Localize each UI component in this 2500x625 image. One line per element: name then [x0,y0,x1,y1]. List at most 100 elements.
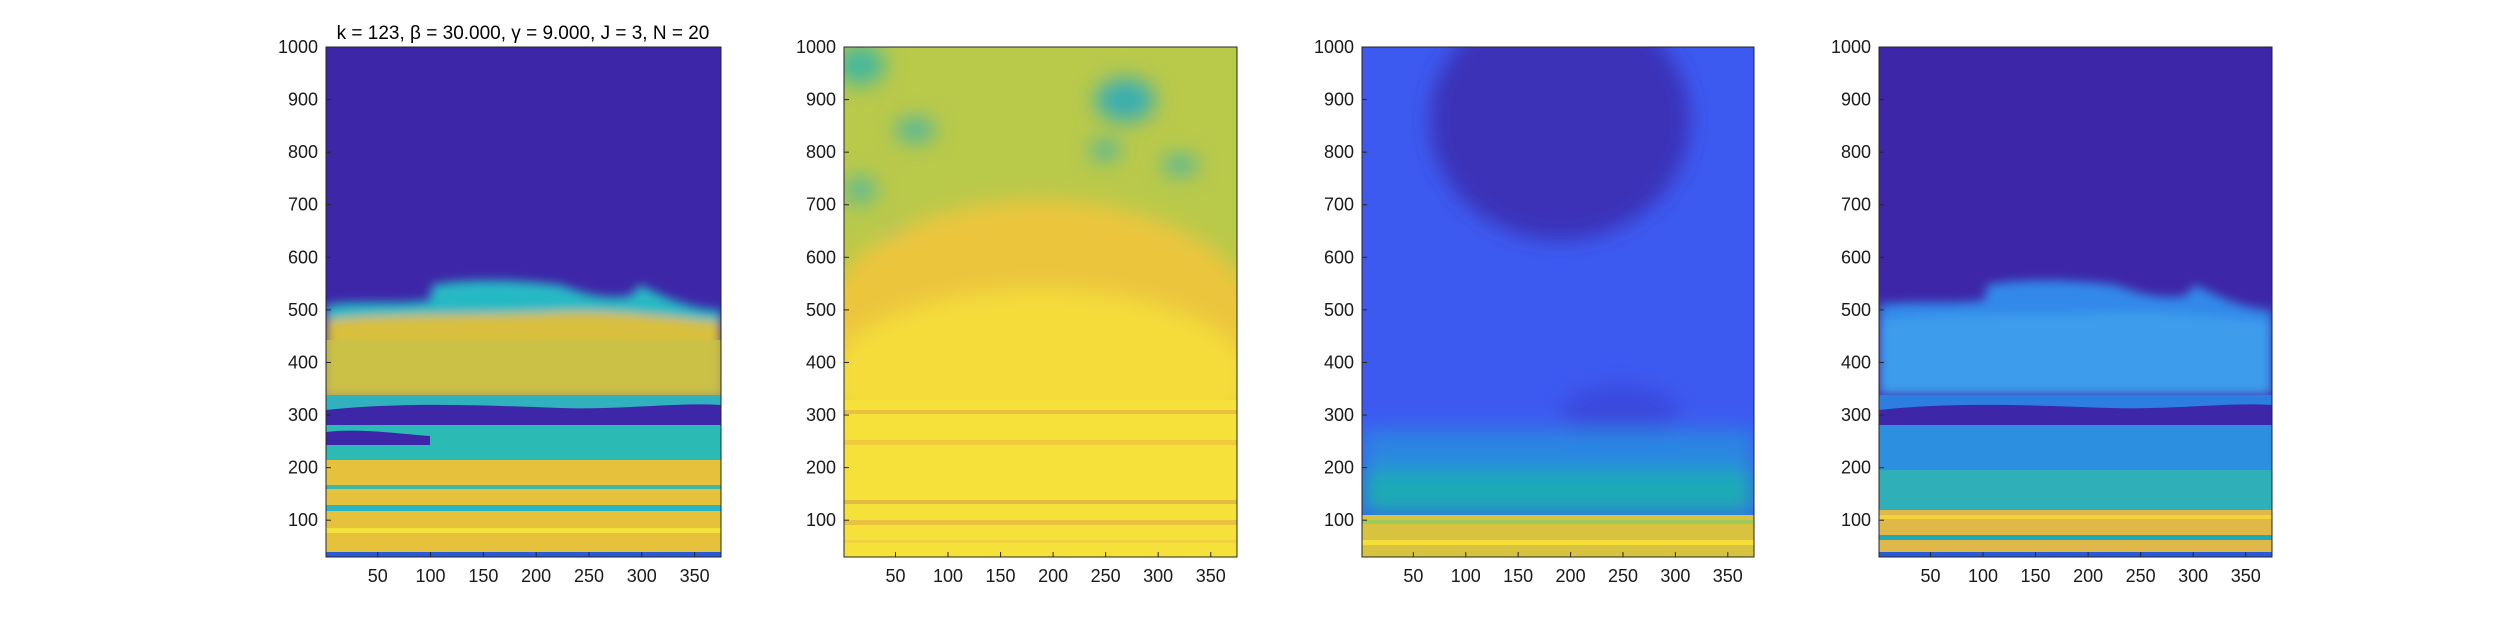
y-tick-label: 800 [288,142,318,162]
y-tick-label: 400 [806,352,836,372]
heatmap-4-band-low-a [1879,425,2272,470]
y-tick-label: 1000 [278,37,318,57]
x-tick-label: 350 [680,566,710,586]
x-tick-label: 350 [2231,566,2261,586]
heatmap-4-band-low-b [1879,470,2272,510]
heatmap-1-stripe-1 [326,485,721,489]
heatmap-3-frame [1361,46,1755,558]
heatmap-panel-4: 100 200 300 400 500 600 700 800 900 1000 50 100 150… [1831,37,2273,586]
y-tick-label: 500 [1841,300,1871,320]
heatmap-1-stripe-3 [326,528,721,533]
x-tick-label: 50 [1920,566,1940,586]
heatmap-3-dark-top [1430,47,1690,240]
heatmap-2-x-axis: 50 100 150 200 250 300 350 [885,552,1226,586]
heatmap-4-stripe-1 [1879,515,2272,519]
heatmap-2-lower-band [844,400,1237,557]
y-tick-label: 900 [806,90,836,110]
y-tick-label: 1000 [1314,37,1354,57]
x-tick-label: 250 [2126,566,2156,586]
heatmap-4-bottom-edge [1879,552,2272,557]
x-tick-label: 50 [368,566,388,586]
heatmap-4-x-axis: 50 100 150 200 250 300 350 [1920,552,2261,586]
heatmap-2-blob-5 [844,176,876,204]
y-tick-label: 500 [288,300,318,320]
x-tick-label: 100 [416,566,446,586]
y-tick-label: 500 [806,300,836,320]
heatmap-1-gap-b [326,404,721,425]
y-tick-label: 900 [288,90,318,110]
x-tick-label: 100 [1968,566,1998,586]
y-tick-label: 100 [806,510,836,530]
heatmap-3-image [1362,47,1754,557]
x-tick-label: 300 [1660,566,1690,586]
x-tick-label: 300 [2178,566,2208,586]
y-tick-label: 1000 [1831,37,1871,57]
heatmap-4-stripe-2 [1879,535,2272,540]
heatmap-2-blob-top-left [844,47,885,85]
y-tick-label: 700 [1841,195,1871,215]
heatmap-4-image [1879,47,2272,557]
x-tick-label: 100 [933,566,963,586]
y-tick-label: 200 [806,458,836,478]
x-tick-label: 50 [1403,566,1423,586]
heatmap-2-y-axis: 100 200 300 400 500 600 700 800 900 1000 [796,37,849,530]
heatmap-1-gap-c [326,430,430,445]
heatmap-2-stripe-3 [844,500,1237,504]
y-tick-label: 400 [1324,352,1354,372]
heatmap-4-gap-b [1879,404,2272,425]
x-tick-label: 100 [1451,566,1481,586]
y-tick-label: 600 [288,247,318,267]
y-tick-label: 800 [1841,142,1871,162]
x-tick-label: 300 [1143,566,1173,586]
y-tick-label: 600 [806,247,836,267]
heatmap-1-bottom-edge [326,552,721,557]
y-tick-label: 600 [1324,247,1354,267]
x-tick-label: 150 [986,566,1016,586]
y-tick-label: 200 [288,458,318,478]
heatmap-2-blob-3 [1090,140,1120,160]
y-tick-label: 1000 [796,37,836,57]
heatmap-2-stripe-5 [844,540,1237,543]
y-tick-label: 200 [1324,458,1354,478]
y-tick-label: 300 [1841,405,1871,425]
x-tick-label: 300 [627,566,657,586]
heatmap-1-y-axis: 100 200 300 400 500 600 700 800 900 1000 [278,37,331,530]
heatmap-panel-2: 100 200 300 400 500 600 700 800 900 1000 50 100 150… [796,37,1238,586]
heatmap-2-stripe-2 [844,440,1237,445]
heatmap-1-image [326,47,721,557]
heatmap-panel-1: 100 200 300 400 500 600 700 800 900 1000 50 100 150… [278,23,722,586]
heatmap-1-band-mid [326,340,721,395]
x-tick-label: 250 [1608,566,1638,586]
heatmap-2-image [844,47,1237,557]
heatmap-3-stripe-1 [1362,520,1754,524]
y-tick-label: 900 [1324,90,1354,110]
y-tick-label: 100 [288,510,318,530]
y-tick-label: 600 [1841,247,1871,267]
heatmap-2-blob-2 [1095,78,1155,122]
heatmap-3-y-axis: 100 200 300 400 500 600 700 800 900 1000 [1314,37,1367,530]
heatmap-panel-3: 100 200 300 400 500 600 700 800 900 1000 50 100 150… [1314,37,1755,586]
heatmap-1-x-axis: 50 100 150 200 250 300 350 [368,552,710,586]
y-tick-label: 300 [806,405,836,425]
y-tick-label: 200 [1841,458,1871,478]
x-tick-label: 200 [1038,566,1068,586]
heatmap-3-dark-mid [1560,385,1680,435]
heatmap-2-frame [843,46,1238,558]
heatmap-1-frame [325,46,722,558]
heatmap-3-x-axis: 50 100 150 200 250 300 350 [1403,552,1743,586]
heatmap-1-stripe-2 [326,505,721,511]
y-tick-label: 500 [1324,300,1354,320]
heatmap-2-stripe-4 [844,520,1237,525]
x-tick-label: 350 [1196,566,1226,586]
y-tick-label: 800 [806,142,836,162]
y-tick-label: 900 [1841,90,1871,110]
y-tick-label: 300 [288,405,318,425]
heatmap-4-y-axis: 100 200 300 400 500 600 700 800 900 1000 [1831,37,1884,530]
heatmap-3-stripe-2 [1362,540,1754,545]
heatmap-4-cloud-band [1879,311,2272,395]
x-tick-label: 150 [1503,566,1533,586]
heatmap-3-teal [1362,470,1754,515]
heatmap-1-title: k = 123, β = 30.000, γ = 9.000, J = 3, N… [337,23,710,44]
x-tick-label: 350 [1713,566,1743,586]
